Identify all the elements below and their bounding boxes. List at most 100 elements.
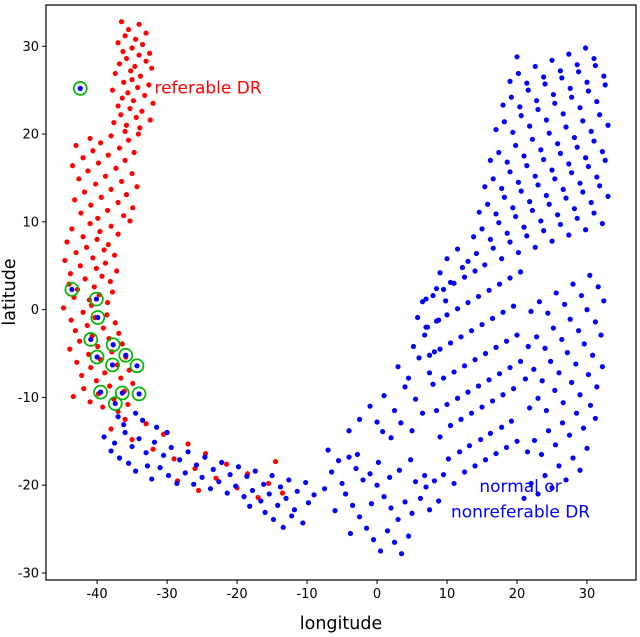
scatter-point [283,495,289,501]
scatter-point [472,463,478,469]
scatter-point [447,422,454,429]
scatter-point [90,255,96,261]
scatter-point [451,369,457,375]
scatter-point [131,149,137,156]
scatter-point [136,391,142,397]
scatter-point [490,245,496,251]
scatter-point [153,424,160,430]
highlight-ring [105,357,120,373]
scatter-point [160,452,167,458]
scatter-point [599,220,606,227]
scatter-point [543,407,550,414]
annotations-layer: referable DR normal or nonreferable DR [154,79,590,523]
scatter-point [550,91,557,98]
scatter-point [108,426,114,432]
scatter-point [130,380,136,386]
scatter-point [134,184,140,190]
scatter-point [398,420,404,426]
scatter-point [88,202,94,208]
scatter-point [538,218,544,224]
scatter-point [587,402,594,408]
scatter-point [219,459,225,465]
scatter-point [349,502,356,508]
scatter-point [60,305,67,311]
scatter-point [583,45,589,51]
scatter-point [510,129,516,135]
scatter-point [325,447,331,453]
scatter-point [447,279,454,286]
scatter-point [524,233,530,239]
scatter-point [82,276,88,282]
scatter-point [104,299,111,306]
scatter-point [102,173,109,179]
scatter-point [119,390,125,396]
scatter-point [374,419,380,425]
scatter-point [507,78,513,84]
scatter-point [191,481,197,487]
scatter-point [277,484,284,490]
scatter-point [135,84,141,91]
scatter-point [102,370,108,376]
scatter-point [149,476,155,482]
scatter-point [535,106,541,113]
scatter-point [321,486,328,492]
scatter-point [592,415,599,422]
scatter-point [387,474,393,480]
scatter-point [84,322,90,329]
scatter-point [72,328,78,334]
scatter-point [546,130,552,136]
scatter-point [468,410,475,416]
scatter-point [412,396,419,402]
scatter-point [134,363,140,369]
scatter-point [109,362,116,368]
annotation-normal-nonreferable-dr-label: nonreferable DR [451,503,590,523]
scatter-point [426,507,433,513]
scatter-point [261,481,267,487]
scatter-point [510,205,516,211]
highlight-ring [131,386,147,402]
scatter-point [499,256,505,262]
scatter-point [507,169,513,175]
scatter-point [67,271,74,277]
scatter-point [487,430,494,436]
scatter-point [560,400,566,406]
scatter-point [122,157,128,163]
scatter-point [525,343,531,350]
scatter-point [111,252,118,258]
scatter-point [405,533,412,539]
scatter-point [80,155,86,161]
scatter-point [482,350,489,357]
scatter-point [584,307,590,313]
scatter-point [517,269,524,275]
scatter-point [410,343,417,350]
x-tick-label: 10 [439,587,456,602]
scatter-point [490,176,496,182]
scatter-point [125,137,132,143]
scatter-point [513,213,519,220]
scatter-point [569,170,575,176]
scatter-point [476,209,482,215]
scatter-point [93,265,99,271]
scatter-point [527,123,533,129]
scatter-point [149,65,155,71]
scatter-point [79,372,85,379]
scatter-point [93,378,99,384]
scatter-point [563,124,569,130]
scatter-point [510,386,517,392]
scatter-point [342,491,349,497]
highlight-ring [114,385,130,401]
scatter-point [133,114,139,120]
scatter-point [559,420,566,426]
scatter-point [564,350,571,356]
scatter-point [560,111,566,117]
scatter-point [119,95,125,101]
scatter-point [510,303,517,309]
scatter-point [592,319,599,325]
x-tick-label: 20 [509,587,526,602]
scatter-point [224,490,230,496]
scatter-point [444,312,450,318]
scatter-point [457,449,463,455]
scatter-point [473,250,480,257]
scatter-point [102,260,109,266]
